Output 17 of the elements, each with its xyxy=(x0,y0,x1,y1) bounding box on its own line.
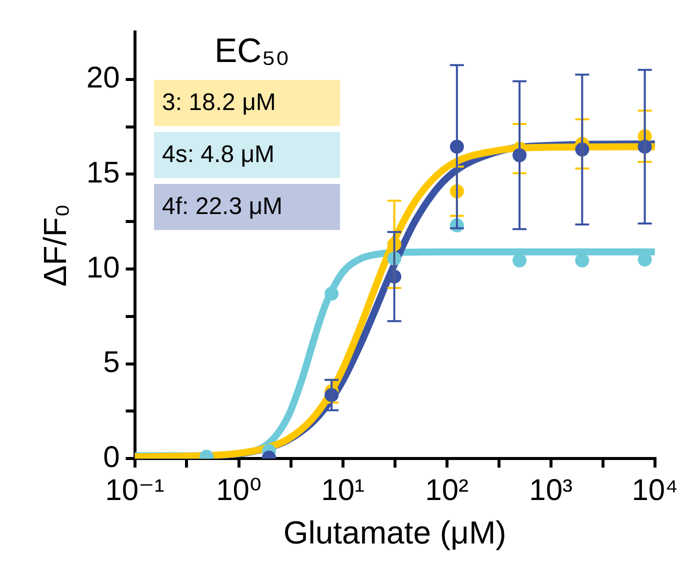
x-tick-label: 10⁴ xyxy=(632,474,678,507)
y-tick-label: 15 xyxy=(86,156,120,190)
x-tick-label: 10² xyxy=(425,474,469,507)
x-tick-label: 10⁰ xyxy=(216,474,262,507)
legend-title: EC₅₀ xyxy=(213,31,291,72)
y-tick-label: 10 xyxy=(86,251,120,284)
y-axis-title: ΔF/F₀ xyxy=(37,204,74,287)
y-tick-label: 5 xyxy=(103,346,120,380)
x-tick-label: 10³ xyxy=(529,474,573,507)
x-tick-label: 10⁻¹ xyxy=(105,474,164,507)
x-tick-label: 10¹ xyxy=(321,474,364,507)
y-tick-label: 0 xyxy=(103,440,120,474)
text: 3: 18.2 μM xyxy=(154,80,340,126)
text: 4f: 22.3 μM xyxy=(154,184,340,230)
x-axis-title: Glutamate (μM) xyxy=(283,514,506,551)
text: 4s: 4.8 μM xyxy=(154,132,340,178)
y-tick-label: 20 xyxy=(86,62,120,95)
